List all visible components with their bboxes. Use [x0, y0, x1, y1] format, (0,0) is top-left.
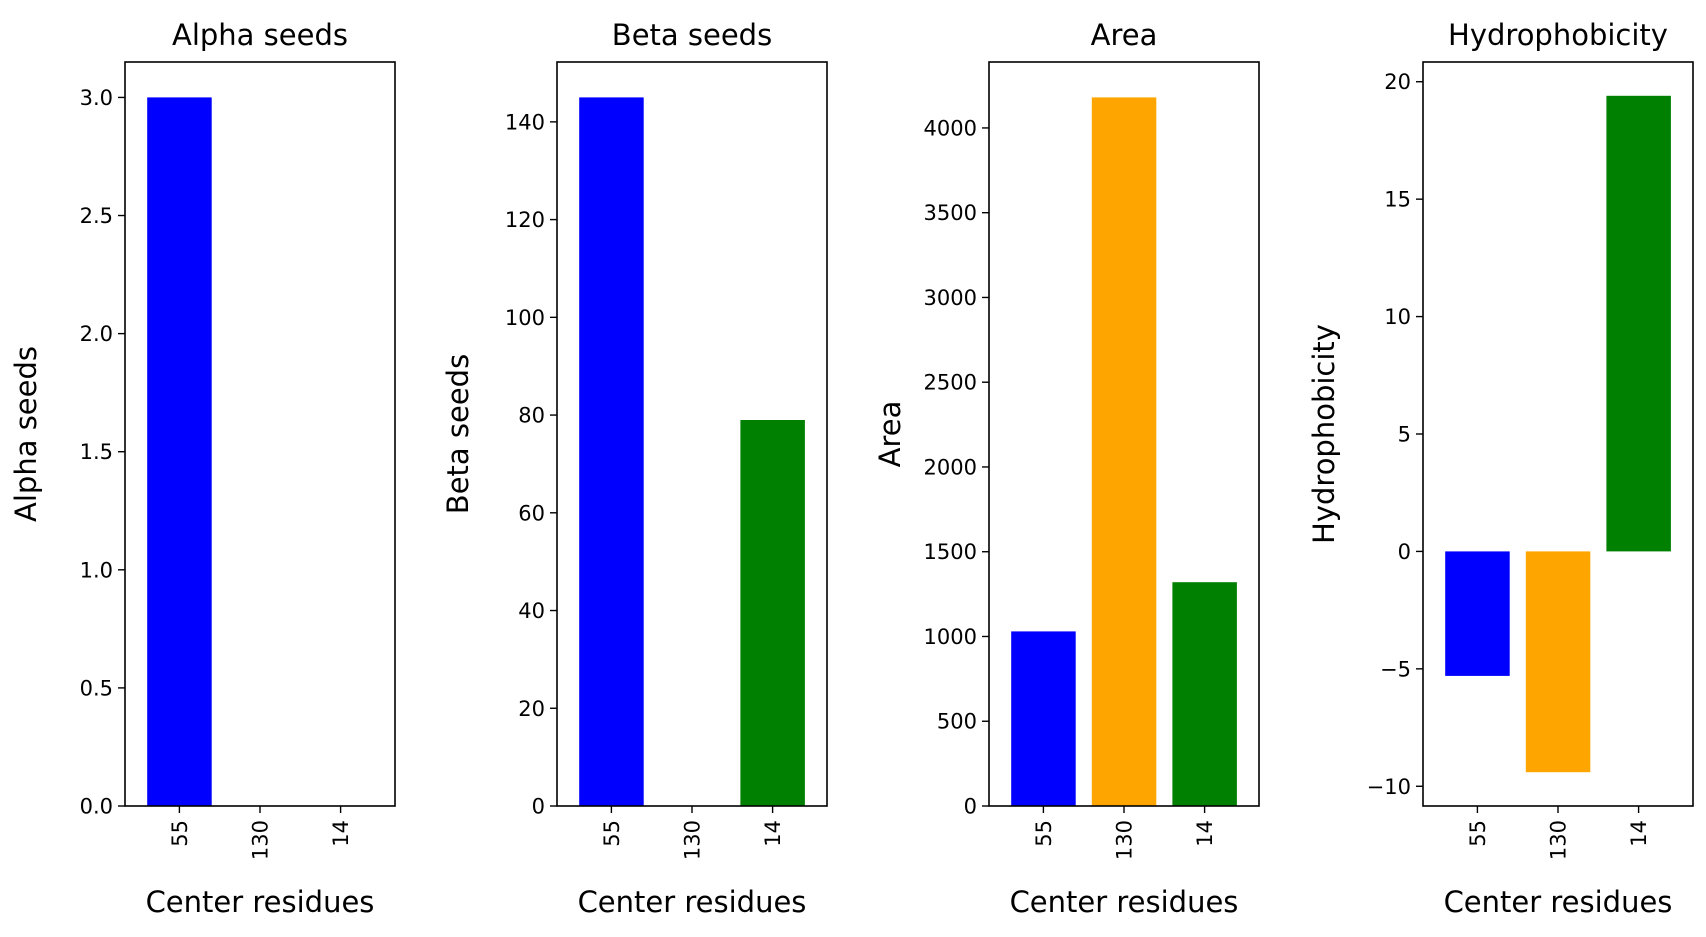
y-tick-label: 3000: [924, 286, 977, 310]
x-axis-label: Center residues: [146, 885, 375, 919]
y-axis-label: Beta seeds: [441, 354, 475, 514]
x-axis-label: Center residues: [1444, 885, 1673, 919]
y-tick-label: 3500: [924, 201, 977, 225]
y-tick-label: 2.0: [80, 322, 113, 346]
y-tick-label: 0: [964, 795, 977, 819]
y-tick-label: 0.5: [80, 676, 113, 700]
bar-14: [1172, 582, 1237, 806]
x-tick-label: 130: [1547, 820, 1571, 860]
y-tick-label: 1.0: [80, 558, 113, 582]
y-tick-label: 3.0: [80, 86, 113, 110]
chart-title: Alpha seeds: [172, 18, 348, 52]
subplot-2: 0 20 40 60 80 100 120 140 55 130 14 Beta seeds Cente…: [441, 18, 828, 919]
y-tick-label: 500: [937, 710, 977, 734]
y-tick-label: 4000: [924, 116, 977, 140]
y-tick-label: 0: [532, 795, 545, 819]
x-tick-label: 55: [1032, 820, 1056, 847]
bar-14: [1606, 95, 1671, 552]
y-tick-label: 10: [1384, 305, 1411, 329]
bar-14: [740, 420, 805, 806]
x-axis-label: Center residues: [1010, 885, 1239, 919]
chart-title: Beta seeds: [612, 18, 772, 52]
y-tick-label: −5: [1380, 657, 1411, 681]
y-tick-label: 140: [505, 110, 545, 134]
y-tick-label: 2500: [924, 371, 977, 395]
x-tick-label: 55: [600, 820, 624, 847]
y-tick-label: 120: [505, 208, 545, 232]
y-tick-label: 1000: [924, 625, 977, 649]
bar-55: [1445, 551, 1510, 676]
y-axis-label: Area: [873, 401, 907, 468]
x-tick-label: 130: [681, 820, 705, 860]
subplot-3: 0 500 1000 1500 2000 2500 3000 3500 4000 55 130 14 A…: [873, 18, 1260, 919]
subplot-4: −10 −5 0 5 10 15 20 55 130 14 Hydrophobicity Center…: [1307, 18, 1694, 919]
chart-title: Hydrophobicity: [1448, 18, 1668, 52]
x-tick-label: 14: [1193, 820, 1217, 847]
bar-130: [1091, 97, 1157, 806]
x-tick-label: 55: [168, 820, 192, 847]
x-tick-label: 130: [1113, 820, 1137, 860]
y-tick-label: 20: [1384, 70, 1411, 94]
y-tick-label: 60: [518, 501, 545, 525]
y-tick-label: 15: [1384, 188, 1411, 212]
y-tick-label: −10: [1367, 775, 1411, 799]
x-axis-label: Center residues: [578, 885, 807, 919]
x-tick-label: 14: [1627, 820, 1651, 847]
y-axis-label: Hydrophobicity: [1307, 324, 1341, 544]
y-tick-label: 2000: [924, 455, 977, 479]
subplot-grid: 0.0 0.5 1.0 1.5 2.0 2.5 3.0 55 130 14 Alpha seeds C…: [9, 18, 1694, 919]
bar-55: [579, 97, 644, 806]
bar-55: [1011, 631, 1076, 806]
y-tick-label: 0.0: [80, 795, 113, 819]
bar-55: [147, 97, 212, 806]
x-tick-label: 55: [1466, 820, 1490, 847]
y-tick-label: 2.5: [80, 204, 113, 228]
y-axis-label: Alpha seeds: [9, 346, 43, 522]
subplot-1: 0.0 0.5 1.0 1.5 2.0 2.5 3.0 55 130 14 Alpha seeds C…: [9, 18, 396, 919]
y-tick-label: 0: [1398, 540, 1411, 564]
x-tick-label: 14: [329, 820, 353, 847]
x-tick-label: 14: [761, 820, 785, 847]
bar-130: [1525, 551, 1591, 773]
y-tick-label: 40: [518, 599, 545, 623]
y-tick-label: 5: [1398, 423, 1411, 447]
y-tick-label: 20: [518, 697, 545, 721]
chart-title: Area: [1091, 18, 1158, 52]
y-tick-label: 100: [505, 306, 545, 330]
y-tick-label: 1.5: [80, 440, 113, 464]
y-tick-label: 80: [518, 404, 545, 428]
x-tick-label: 130: [249, 820, 273, 860]
y-tick-label: 1500: [924, 540, 977, 564]
